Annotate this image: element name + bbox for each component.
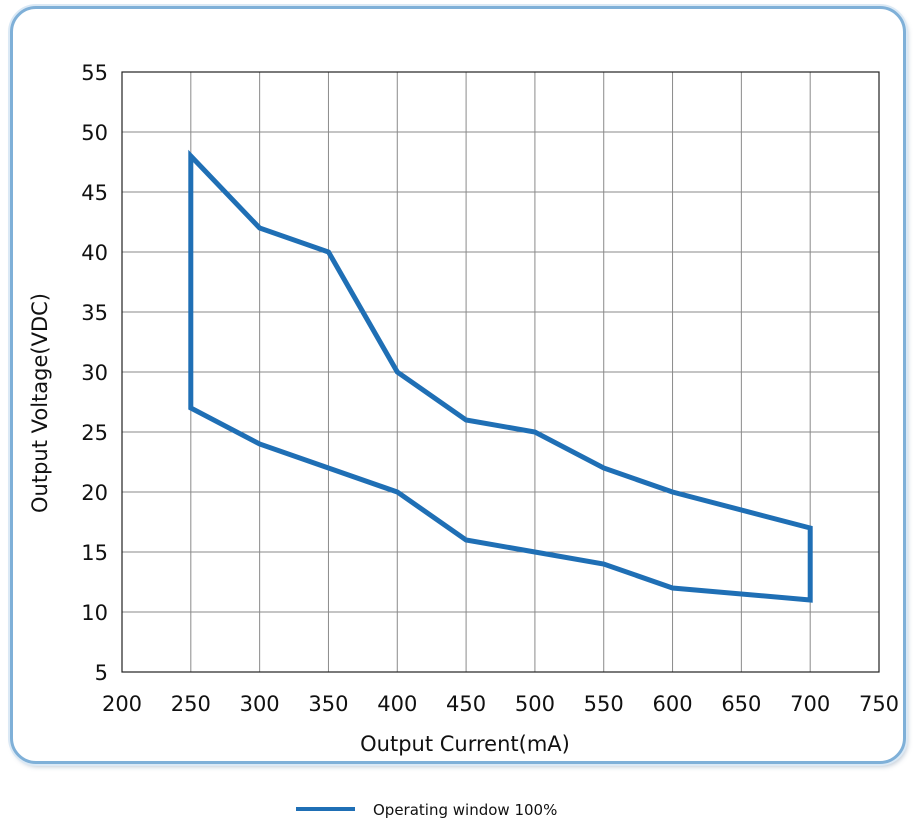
x-tick-label-5: 450 [446,692,486,716]
x-tick-label-6: 500 [515,692,555,716]
x-tick-label-1: 250 [171,692,211,716]
legend: Operating window 100% [296,801,557,819]
x-axis-title: Output Current(mA) [360,732,570,756]
y-tick-label-2: 15 [81,541,108,565]
x-tick-label-9: 650 [721,692,761,716]
x-tick-label-4: 400 [377,692,417,716]
y-tick-label-9: 50 [81,121,108,145]
x-tick-label-10: 700 [790,692,830,716]
y-tick-label-6: 35 [81,301,108,325]
y-tick-label-7: 40 [81,241,108,265]
y-tick-label-0: 5 [95,661,108,685]
x-tick-label-8: 600 [652,692,692,716]
y-axis: 5 10 15 20 25 30 35 40 45 50 55 [81,61,108,685]
y-tick-label-3: 20 [81,481,108,505]
y-tick-label-10: 55 [81,61,108,85]
y-tick-label-8: 45 [81,181,108,205]
legend-label: Operating window 100% [373,801,557,819]
series-line-0 [188,149,813,603]
x-tick-label-0: 200 [102,692,142,716]
y-tick-label-1: 10 [81,601,108,625]
y-axis-title: Output Voltage(VDC) [28,293,52,513]
x-tick-label-11: 750 [859,692,899,716]
series-layer [188,149,813,603]
plot-frame [121,71,880,673]
grid [121,71,880,673]
x-tick-label-2: 300 [240,692,280,716]
y-tick-label-5: 30 [81,361,108,385]
x-tick-label-3: 350 [308,692,348,716]
y-tick-label-4: 25 [81,421,108,445]
x-axis: 200 250 300 350 400 450 500 550 600 650 700 750 [102,692,899,716]
x-tick-label-7: 550 [584,692,624,716]
